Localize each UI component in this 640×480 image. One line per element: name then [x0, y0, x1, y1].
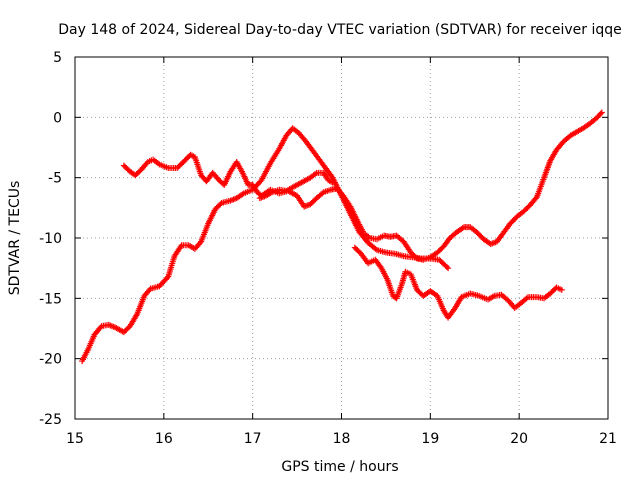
x-tick-label: 16: [155, 431, 173, 447]
data-point: [217, 201, 224, 208]
data-point: [445, 265, 452, 272]
x-tick-label: 21: [599, 431, 617, 447]
x-tick-label: 20: [510, 431, 528, 447]
data-point: [558, 286, 565, 293]
series-pass-2: [120, 109, 605, 263]
y-tick-labels: 5 0 -5 -10 -15 -20 -25: [39, 50, 62, 428]
data-point: [164, 274, 171, 281]
grid: [75, 57, 608, 419]
y-tick-label: -20: [39, 352, 62, 368]
x-tick-labels: 15 16 17 18 19 20 21: [66, 431, 617, 447]
x-tick-label: 15: [66, 431, 84, 447]
y-axis-label: SDTVAR / TECUs: [7, 181, 23, 296]
series-pass-3: [256, 169, 336, 202]
y-tick-label: -15: [39, 291, 62, 307]
data-point: [329, 179, 336, 186]
x-tick-label: 18: [333, 431, 351, 447]
y-tick-label: -25: [39, 412, 62, 428]
y-tick-label: -10: [39, 231, 62, 247]
x-axis-label: GPS time / hours: [281, 459, 398, 475]
data-markers: [79, 109, 605, 365]
x-tick-label: 19: [421, 431, 439, 447]
chart-title: Day 148 of 2024, Sidereal Day-to-day VTE…: [58, 22, 622, 38]
data-point: [257, 178, 264, 185]
series-pass-1: [79, 125, 452, 365]
series-pass-4: [351, 244, 565, 321]
y-tick-label: 5: [53, 50, 62, 66]
plot-frame: [74, 56, 609, 420]
data-point: [443, 263, 450, 270]
data-point: [598, 109, 605, 116]
axis-ticks: [74, 56, 609, 420]
y-tick-label: -5: [48, 171, 62, 187]
data-point: [597, 110, 604, 117]
y-tick-label: 0: [53, 110, 62, 126]
x-tick-label: 17: [244, 431, 262, 447]
